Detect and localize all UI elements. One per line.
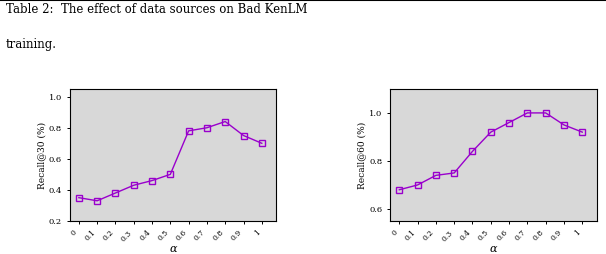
X-axis label: α: α — [490, 244, 498, 254]
Text: Table 2:  The effect of data sources on Bad KenLM: Table 2: The effect of data sources on B… — [6, 3, 308, 15]
X-axis label: α: α — [169, 244, 177, 254]
Y-axis label: Recall@60 (%): Recall@60 (%) — [358, 121, 367, 188]
Text: training.: training. — [6, 38, 57, 51]
Y-axis label: Recall@30 (%): Recall@30 (%) — [37, 121, 46, 188]
